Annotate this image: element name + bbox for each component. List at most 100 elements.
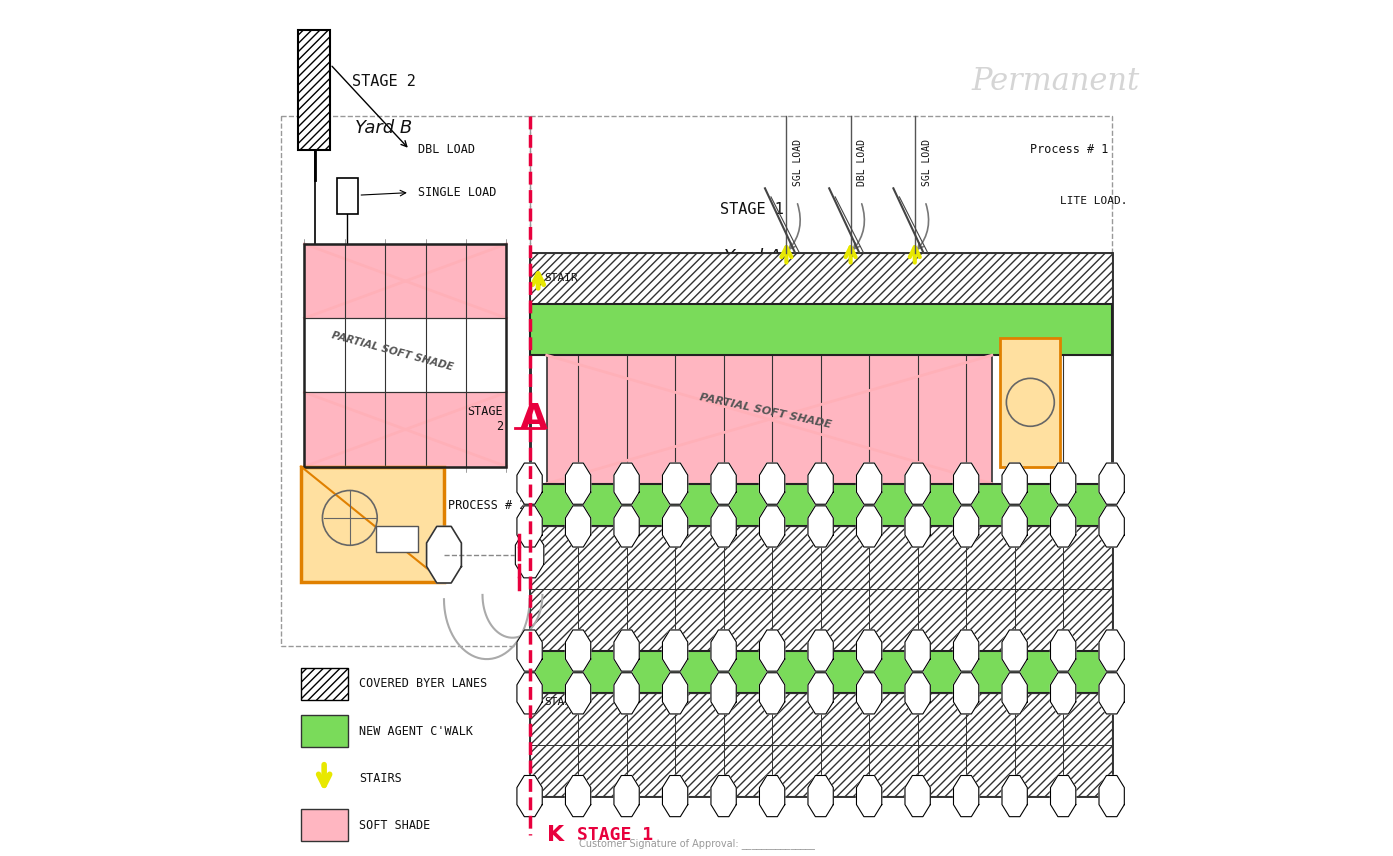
Bar (298, 30, 330, 150)
Text: STAGE 2: STAGE 2 (352, 74, 417, 89)
Text: STAIR: STAIR (545, 273, 578, 283)
Polygon shape (1099, 506, 1124, 547)
Polygon shape (905, 463, 931, 504)
Text: A: A (520, 402, 547, 437)
Bar (301, 715, 348, 747)
Polygon shape (808, 630, 833, 671)
Bar (305, 244, 507, 467)
Polygon shape (953, 463, 979, 504)
Bar (529, 304, 1112, 355)
Polygon shape (517, 776, 542, 817)
Polygon shape (517, 463, 542, 504)
Text: PARTIAL SOFT SHADE: PARTIAL SOFT SHADE (330, 330, 454, 372)
Text: SGL LOAD: SGL LOAD (922, 140, 932, 186)
Polygon shape (517, 506, 542, 547)
Text: PARTIAL SOFT SHADE: PARTIAL SOFT SHADE (698, 392, 832, 430)
Polygon shape (1002, 776, 1027, 817)
Polygon shape (710, 630, 737, 671)
Polygon shape (905, 673, 931, 714)
Polygon shape (857, 463, 882, 504)
Text: STAGE 1: STAGE 1 (720, 202, 784, 217)
Polygon shape (710, 463, 737, 504)
Polygon shape (808, 506, 833, 547)
Text: Permanent: Permanent (972, 66, 1139, 97)
Polygon shape (1050, 463, 1075, 504)
Bar (301, 809, 348, 841)
Polygon shape (426, 526, 461, 583)
Bar (529, 651, 1112, 693)
Polygon shape (614, 463, 639, 504)
Text: LITE LOAD.: LITE LOAD. (1060, 196, 1128, 206)
Polygon shape (710, 506, 737, 547)
Bar (529, 253, 1112, 304)
Polygon shape (663, 776, 688, 817)
Text: CONNECTS: CONNECTS (564, 500, 618, 510)
Bar (529, 484, 1112, 526)
Polygon shape (663, 506, 688, 547)
Polygon shape (614, 776, 639, 817)
Polygon shape (759, 463, 784, 504)
Polygon shape (808, 673, 833, 714)
Bar (376, 526, 418, 552)
Polygon shape (710, 673, 737, 714)
Polygon shape (759, 506, 784, 547)
Polygon shape (517, 630, 542, 671)
Polygon shape (1050, 776, 1075, 817)
Text: PROCESS # 2: PROCESS # 2 (449, 498, 527, 512)
Polygon shape (1050, 673, 1075, 714)
Polygon shape (808, 463, 833, 504)
Polygon shape (515, 532, 543, 578)
Polygon shape (663, 630, 688, 671)
Bar (529, 693, 1112, 796)
Polygon shape (857, 776, 882, 817)
Polygon shape (953, 673, 979, 714)
Text: NEW AGENT C'WALK: NEW AGENT C'WALK (359, 724, 474, 738)
Polygon shape (1002, 673, 1027, 714)
Text: Yard A: Yard A (723, 247, 780, 266)
Polygon shape (905, 630, 931, 671)
Text: COVERED BYER LANES: COVERED BYER LANES (359, 677, 488, 691)
Bar (529, 253, 1112, 796)
Polygon shape (663, 673, 688, 714)
Polygon shape (808, 776, 833, 817)
Text: Yard B: Yard B (355, 119, 412, 138)
Polygon shape (614, 673, 639, 714)
Polygon shape (1002, 506, 1027, 547)
Bar (301, 668, 348, 700)
Bar (305, 244, 507, 318)
Polygon shape (1050, 630, 1075, 671)
Polygon shape (953, 506, 979, 547)
Polygon shape (566, 463, 591, 504)
Text: STAGE
2: STAGE 2 (468, 406, 503, 433)
Bar (529, 116, 1112, 253)
Polygon shape (905, 776, 931, 817)
Polygon shape (1099, 463, 1124, 504)
Polygon shape (1099, 673, 1124, 714)
Polygon shape (1050, 506, 1075, 547)
Text: STAIR: STAIR (545, 697, 578, 707)
Text: STAIRS: STAIRS (359, 771, 403, 785)
Text: DBL LOAD: DBL LOAD (418, 143, 475, 157)
Polygon shape (710, 776, 737, 817)
Polygon shape (663, 463, 688, 504)
Polygon shape (1099, 776, 1124, 817)
Polygon shape (953, 630, 979, 671)
Polygon shape (566, 506, 591, 547)
Bar (305, 392, 507, 467)
Text: STAIR: STAIR (1075, 661, 1109, 671)
Polygon shape (566, 630, 591, 671)
Polygon shape (566, 673, 591, 714)
Text: Process # 1: Process # 1 (1031, 143, 1109, 157)
Polygon shape (857, 506, 882, 547)
Bar (337, 178, 358, 214)
Text: K: K (546, 824, 564, 845)
Text: SOFT SHADE: SOFT SHADE (359, 818, 430, 832)
Bar (1000, 338, 1060, 467)
Polygon shape (905, 506, 931, 547)
Polygon shape (566, 776, 591, 817)
Polygon shape (857, 630, 882, 671)
Polygon shape (1099, 630, 1124, 671)
Text: Customer Signature of Approval: _______________: Customer Signature of Approval: ________… (578, 838, 815, 848)
Polygon shape (953, 776, 979, 817)
Polygon shape (614, 630, 639, 671)
